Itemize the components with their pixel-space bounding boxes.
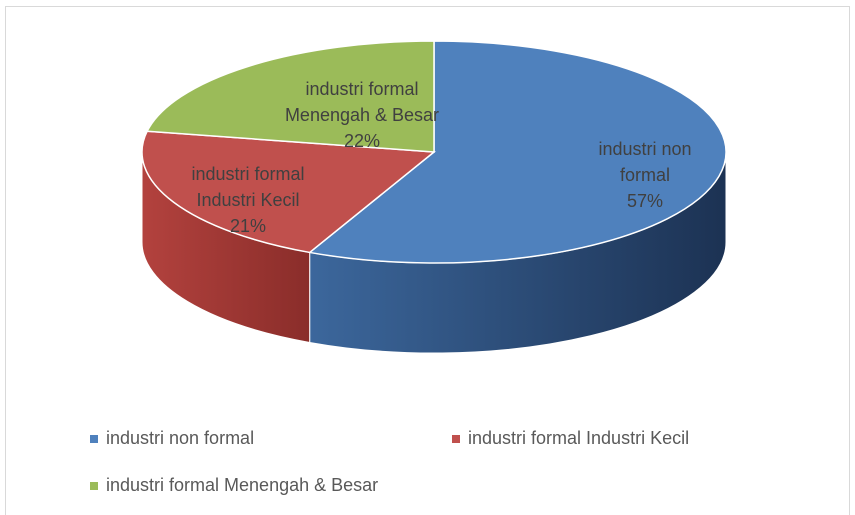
data-label: industri formal Menengah & Besar 22% — [282, 76, 442, 154]
data-label: industri non formal 57% — [575, 136, 715, 214]
pie-slice — [141, 130, 436, 254]
legend-item: industri formal Industri Kecil — [452, 428, 689, 449]
legend-swatch — [452, 434, 460, 443]
data-label-category: industri formal Industri Kecil — [191, 164, 305, 210]
legend-label: industri formal Menengah & Besar — [106, 475, 379, 495]
legend-label: industri formal Industri Kecil — [468, 428, 690, 448]
legend-swatch — [90, 481, 98, 490]
chart-frame — [5, 6, 850, 515]
data-label-value: 57% — [626, 191, 664, 211]
pie-slice — [145, 40, 435, 153]
legend-label: industri non formal — [106, 428, 255, 448]
legend-swatch — [90, 434, 98, 443]
data-label-category: industri formal Menengah & Besar — [284, 79, 440, 125]
data-label-category: industri non formal — [598, 139, 692, 185]
pie-slice — [307, 40, 727, 264]
data-label-value: 21% — [229, 216, 267, 236]
legend-item: industri formal Menengah & Besar — [90, 475, 378, 496]
data-label: industri formal Industri Kecil 21% — [168, 161, 328, 239]
legend-item: industri non formal — [90, 428, 254, 449]
data-label-value: 22% — [343, 131, 381, 151]
